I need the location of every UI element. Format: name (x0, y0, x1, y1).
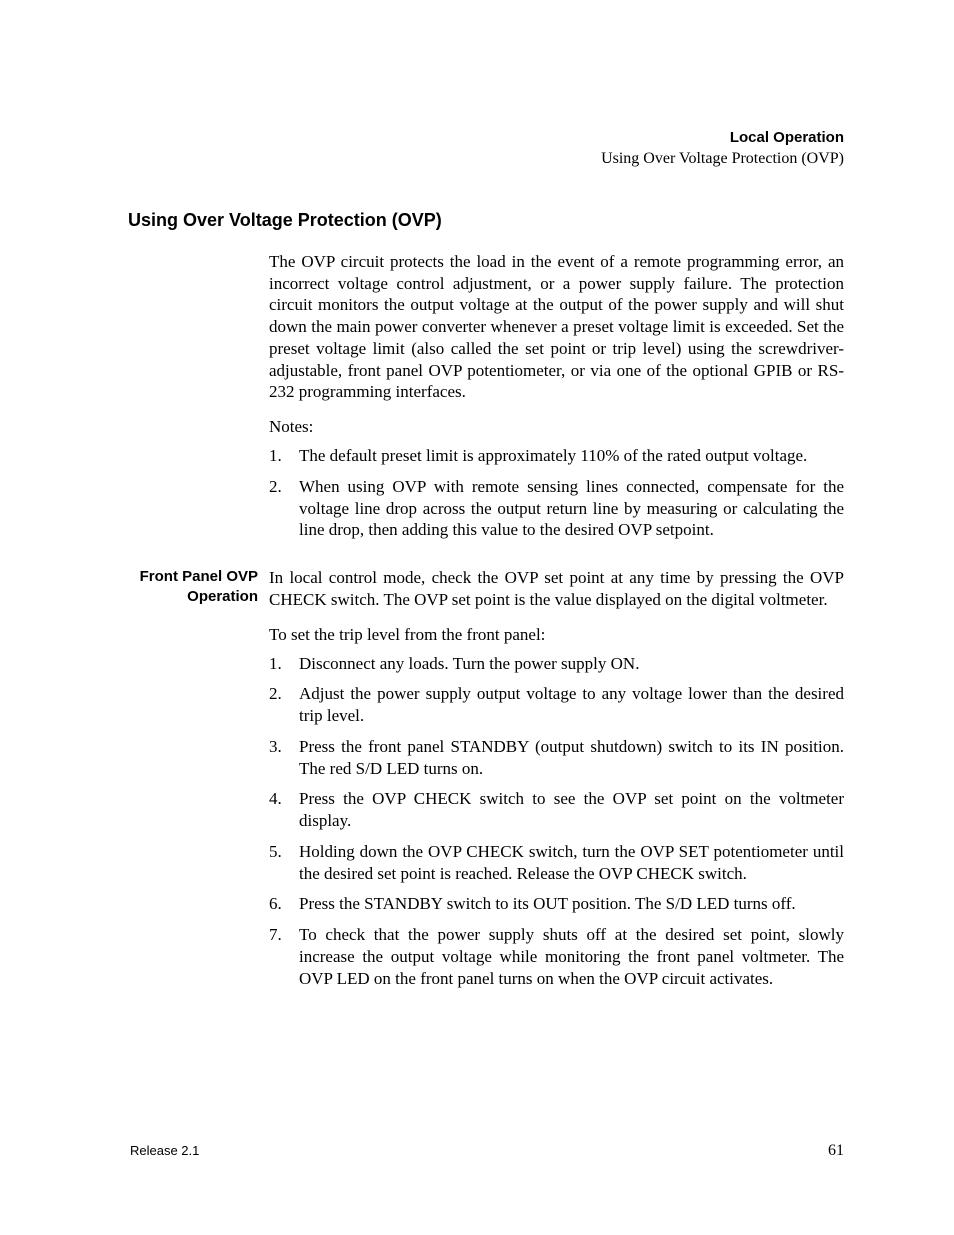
page-footer: Release 2.1 61 (130, 1142, 844, 1160)
list-number: 2. (269, 476, 299, 541)
list-text: When using OVP with remote sensing lines… (299, 476, 844, 541)
list-number: 1. (269, 445, 299, 467)
section-title: Using Over Voltage Protection (OVP) (128, 210, 844, 231)
list-number: 6. (269, 893, 299, 915)
list-number: 5. (269, 841, 299, 885)
header-chapter: Local Operation (130, 128, 844, 148)
list-item: 2. Adjust the power supply output voltag… (269, 683, 844, 727)
intro-paragraph: The OVP circuit protects the load in the… (269, 251, 844, 403)
list-item: 3. Press the front panel STANDBY (output… (269, 736, 844, 780)
list-text: Disconnect any loads. Turn the power sup… (299, 653, 844, 675)
notes-label: Notes: (269, 417, 844, 437)
footer-page-number: 61 (828, 1142, 844, 1160)
list-number: 1. (269, 653, 299, 675)
list-text: The default preset limit is approximatel… (299, 445, 844, 467)
intro-block: The OVP circuit protects the load in the… (269, 251, 844, 541)
footer-release: Release 2.1 (130, 1143, 199, 1158)
header-section: Using Over Voltage Protection (OVP) (130, 148, 844, 170)
side-heading: Front Panel OVP Operation (130, 567, 258, 608)
front-panel-block: Front Panel OVP Operation In local contr… (130, 567, 844, 989)
list-item: 4. Press the OVP CHECK switch to see the… (269, 788, 844, 832)
list-item: 2. When using OVP with remote sensing li… (269, 476, 844, 541)
list-text: Press the OVP CHECK switch to see the OV… (299, 788, 844, 832)
list-number: 4. (269, 788, 299, 832)
list-text: Press the front panel STANDBY (output sh… (299, 736, 844, 780)
list-text: Press the STANDBY switch to its OUT posi… (299, 893, 844, 915)
list-item: 5. Holding down the OVP CHECK switch, tu… (269, 841, 844, 885)
list-item: 6. Press the STANDBY switch to its OUT p… (269, 893, 844, 915)
steps-list: 1. Disconnect any loads. Turn the power … (269, 653, 844, 990)
running-header: Local Operation Using Over Voltage Prote… (130, 128, 844, 170)
list-item: 1. Disconnect any loads. Turn the power … (269, 653, 844, 675)
notes-list: 1. The default preset limit is approxima… (269, 445, 844, 541)
page: Local Operation Using Over Voltage Prote… (0, 0, 954, 1235)
fp-intro-paragraph: In local control mode, check the OVP set… (269, 567, 844, 611)
list-number: 3. (269, 736, 299, 780)
list-number: 2. (269, 683, 299, 727)
list-number: 7. (269, 924, 299, 989)
list-item: 1. The default preset limit is approxima… (269, 445, 844, 467)
front-panel-body: In local control mode, check the OVP set… (269, 567, 844, 989)
list-text: To check that the power supply shuts off… (299, 924, 844, 989)
list-text: Holding down the OVP CHECK switch, turn … (299, 841, 844, 885)
list-item: 7. To check that the power supply shuts … (269, 924, 844, 989)
list-text: Adjust the power supply output voltage t… (299, 683, 844, 727)
fp-lead: To set the trip level from the front pan… (269, 625, 844, 645)
